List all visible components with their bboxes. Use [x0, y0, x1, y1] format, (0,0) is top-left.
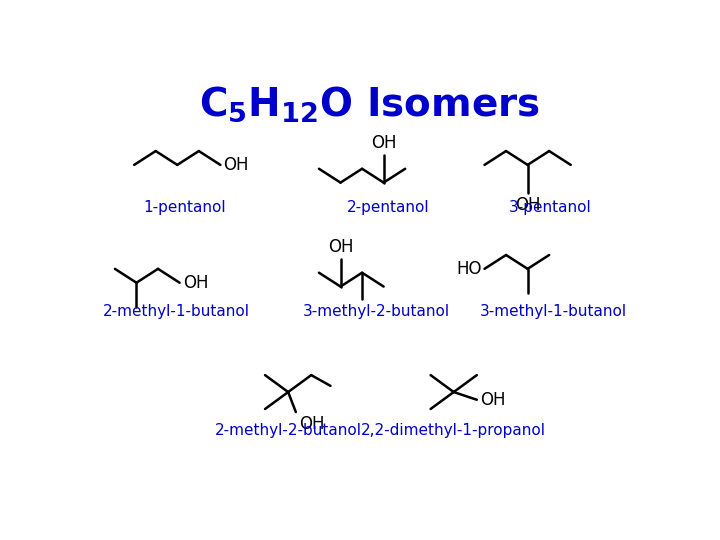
Text: OH: OH [183, 274, 208, 292]
Text: 1-pentanol: 1-pentanol [143, 200, 225, 215]
Text: 3-pentanol: 3-pentanol [508, 200, 591, 215]
Text: 2,2-dimethyl-1-propanol: 2,2-dimethyl-1-propanol [361, 423, 546, 438]
Text: OH: OH [371, 134, 397, 152]
Text: 2-methyl-1-butanol: 2-methyl-1-butanol [103, 303, 250, 319]
Text: OH: OH [515, 195, 541, 214]
Text: $\mathregular{C_5H_{12}O}$ Isomers: $\mathregular{C_5H_{12}O}$ Isomers [199, 84, 539, 124]
Text: HO: HO [456, 260, 482, 278]
Text: 2-methyl-2-butanol: 2-methyl-2-butanol [215, 423, 361, 438]
Text: OH: OH [328, 238, 354, 256]
Text: OH: OH [480, 391, 505, 409]
Text: OH: OH [223, 156, 249, 174]
Text: OH: OH [299, 415, 325, 433]
Text: 3-methyl-1-butanol: 3-methyl-1-butanol [480, 303, 627, 319]
Text: 2-pentanol: 2-pentanol [347, 200, 430, 215]
Text: 3-methyl-2-butanol: 3-methyl-2-butanol [303, 303, 450, 319]
